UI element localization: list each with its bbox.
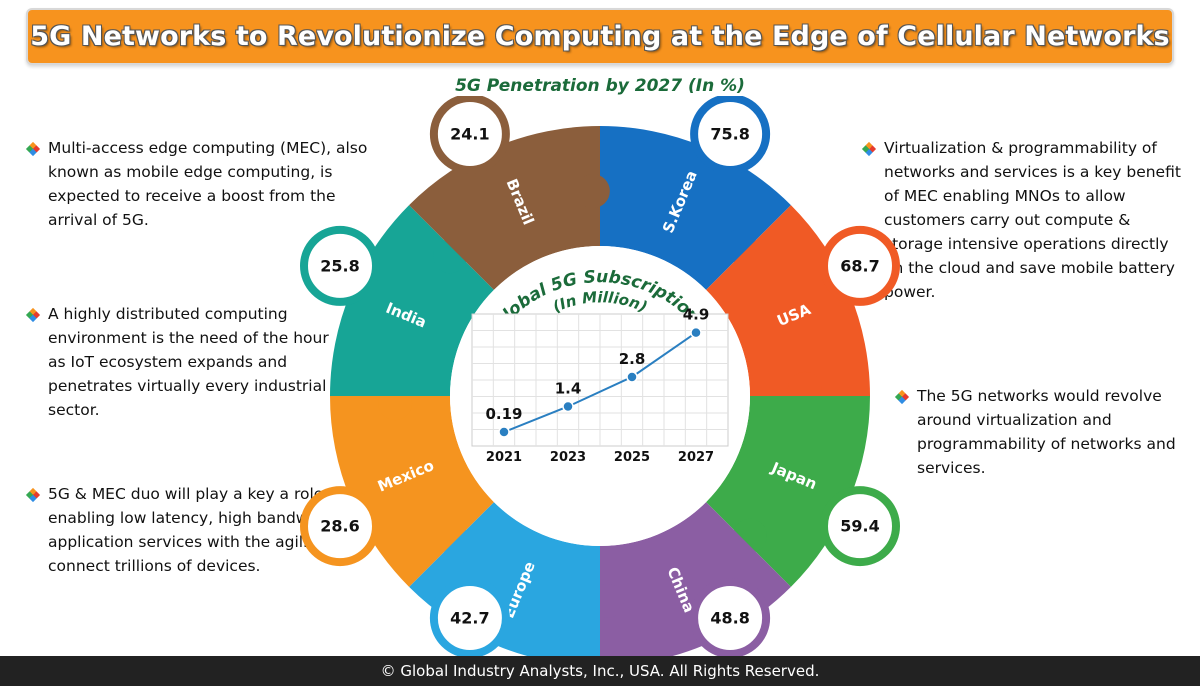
value-ring-skorea (690, 96, 771, 174)
title-banner: 5G Networks to Revolutionize Computing a… (26, 8, 1174, 65)
diamond-bullet-icon (25, 487, 41, 503)
value-label-europe: 42.7 (450, 609, 489, 628)
bullet-text: A highly distributed computing environme… (48, 305, 329, 419)
segment-wedge-usa (706, 205, 870, 396)
bullet-text: Multi-access edge computing (MEC), also … (48, 139, 368, 229)
value-label-usa: 68.7 (840, 256, 879, 275)
series-line (503, 331, 697, 433)
x-tick-label: 2027 (678, 450, 714, 465)
footer: © Global Industry Analysts, Inc., USA. A… (0, 656, 1200, 686)
copyright-text: © Global Industry Analysts, Inc., USA. A… (380, 662, 820, 680)
segment-wedge-mexico (330, 396, 494, 587)
data-label: 1.4 (555, 379, 582, 397)
segment-wedge-brazil (409, 126, 600, 290)
x-tick-label: 2025 (614, 450, 650, 465)
diamond-bullet-icon (25, 307, 41, 323)
value-label-china: 48.8 (710, 609, 749, 628)
data-point (626, 371, 638, 383)
bullet-item: Virtualization & programmability of netw… (861, 136, 1192, 304)
data-label: 0.19 (485, 405, 522, 423)
value-label-india: 25.8 (320, 256, 359, 275)
bullet-right-2: The 5G networks would revolve around vir… (894, 384, 1185, 480)
bullet-left-1: Multi-access edge computing (MEC), also … (25, 136, 386, 232)
value-ring-brazil (429, 96, 510, 174)
data-point (562, 400, 574, 413)
value-ring-china (690, 578, 771, 656)
diamond-bullet-icon (25, 141, 41, 157)
value-label-brazil: 24.1 (450, 125, 489, 144)
chart-subtitle: 5G Penetration by 2027 (In %) (455, 76, 745, 96)
data-label: 4.9 (683, 306, 710, 324)
value-label-mexico: 28.6 (320, 517, 359, 536)
value-ring-india (300, 225, 380, 306)
bullet-left-2: A highly distributed computing environme… (25, 302, 346, 422)
bullet-item: A highly distributed computing environme… (25, 302, 346, 422)
line-chart: 0.19 2021 1.4 2023 2.8 2025 4.9 2027 (471, 306, 729, 465)
value-ring-mexico (300, 486, 380, 567)
bullet-item: Multi-access edge computing (MEC), also … (25, 136, 386, 232)
bullet-text: Virtualization & programmability of netw… (884, 139, 1181, 301)
penetration-wheel-chart: S.Korea75.8USA68.7Japan59.4China48.8Euro… (300, 96, 900, 656)
puzzle-knob-brazil (575, 174, 610, 209)
bullet-text: The 5G networks would revolve around vir… (917, 387, 1176, 477)
bullet-left-3: 5G & MEC duo will play a key a role in e… (25, 482, 346, 578)
data-point (690, 326, 702, 339)
value-label-skorea: 75.8 (710, 125, 749, 144)
value-label-japan: 59.4 (840, 517, 879, 536)
x-tick-label: 2023 (550, 450, 586, 465)
bullet-right-1: Virtualization & programmability of netw… (861, 136, 1192, 304)
page-title: 5G Networks to Revolutionize Computing a… (30, 21, 1170, 52)
value-ring-japan (820, 486, 900, 567)
x-tick-label: 2021 (486, 450, 522, 465)
value-ring-europe (429, 578, 510, 656)
bullet-item: The 5G networks would revolve around vir… (894, 384, 1185, 480)
data-label: 2.8 (619, 350, 646, 368)
value-ring-usa (820, 225, 900, 306)
bullet-text: 5G & MEC duo will play a key a role in e… (48, 485, 344, 575)
bullet-item: 5G & MEC duo will play a key a role in e… (25, 482, 346, 578)
data-point (498, 426, 510, 438)
